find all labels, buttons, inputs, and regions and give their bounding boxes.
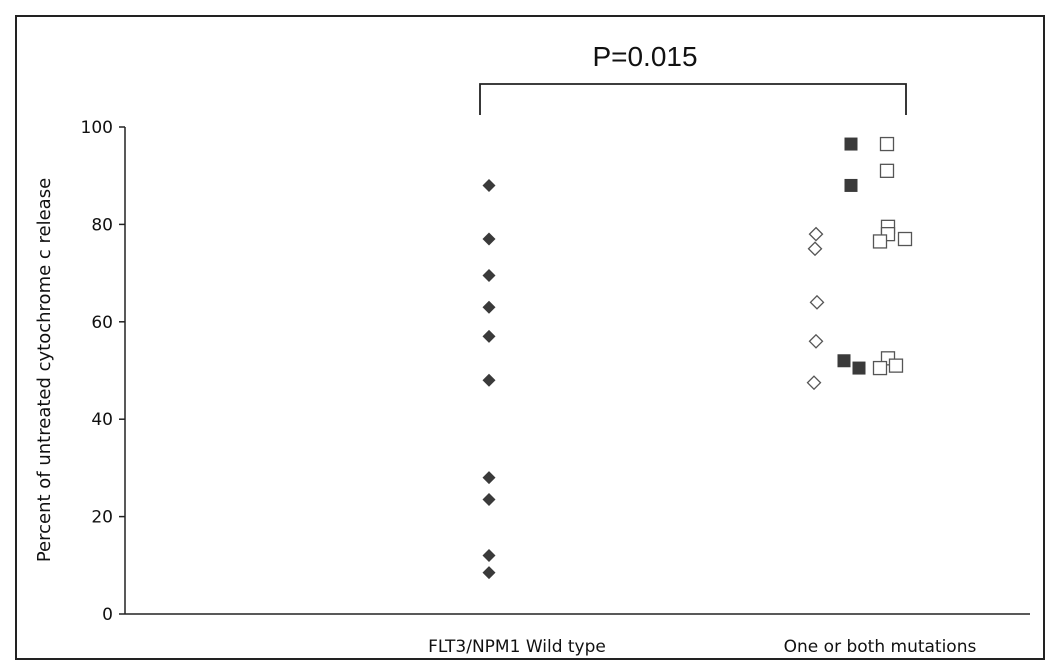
filled-diamond-point (482, 232, 496, 246)
open-diamond-point (806, 375, 822, 391)
filled-diamond-point (482, 373, 496, 387)
open-diamond-point (807, 241, 823, 257)
significance-bracket (479, 83, 907, 115)
open-square-point (879, 163, 895, 178)
y-tick-label: 20 (91, 508, 113, 528)
filled-diamond-point (482, 329, 496, 343)
chart-frame (15, 15, 1045, 660)
filled-diamond-point (482, 178, 496, 192)
filled-diamond-point (482, 493, 496, 507)
filled-diamond-point (482, 300, 496, 314)
x-category-label: One or both mutations (784, 637, 977, 657)
y-axis-title: Percent of untreated cytochrome c releas… (34, 178, 55, 562)
open-diamond-point (808, 226, 824, 242)
open-square-point (888, 358, 904, 373)
data-marks (482, 136, 913, 580)
filled-diamond-point (482, 566, 496, 580)
filled-square-point (844, 178, 858, 192)
y-tick-label: 100 (81, 118, 113, 138)
filled-square-point (844, 137, 858, 151)
open-diamond-point (809, 294, 825, 310)
p-value-annotation: P=0.015 (592, 41, 697, 72)
y-tick-label: 80 (91, 215, 113, 235)
filled-diamond-point (482, 471, 496, 485)
y-tick-label: 60 (91, 313, 113, 333)
open-square-point (872, 360, 888, 376)
open-square-point (879, 136, 895, 152)
x-category-label: FLT3/NPM1 Wild type (428, 637, 606, 657)
open-square-point (872, 234, 888, 249)
filled-square-point (837, 354, 851, 368)
filled-diamond-point (482, 269, 496, 283)
filled-diamond-point (482, 549, 496, 563)
axes: 0 20 40 60 80 100 FLT3/NPM1 Wild type One or bo… (81, 83, 1030, 657)
filled-square-point (852, 361, 866, 375)
open-diamond-point (808, 333, 824, 349)
open-square-point (897, 231, 913, 247)
y-tick-label: 40 (91, 410, 113, 430)
y-tick-label: 0 (102, 605, 113, 625)
